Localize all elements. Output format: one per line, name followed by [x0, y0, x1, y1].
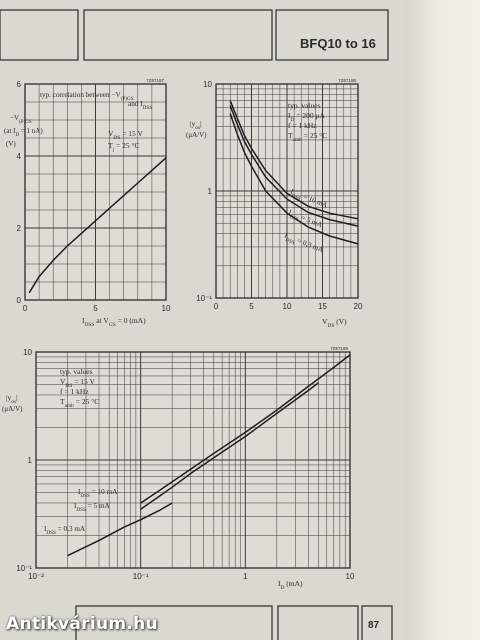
figure-code: 7Z67186	[338, 78, 356, 83]
series-line-2	[67, 502, 173, 557]
condition-f: f = 1 kHz	[288, 121, 317, 130]
y-tick-label: 10	[203, 80, 212, 89]
y-label-unit: (V)	[6, 140, 16, 148]
x-axis-label: VDS (V)	[322, 317, 347, 329]
gridlines	[215, 84, 359, 299]
footer-box-2	[277, 605, 359, 640]
x-tick-label: 1	[243, 572, 248, 581]
y-tick-label: 0	[17, 296, 22, 305]
x-tick-label: 10	[283, 302, 292, 311]
y-tick-label: 1	[208, 187, 213, 196]
header-boxes	[0, 9, 389, 61]
series-line-2	[229, 113, 359, 245]
series-label-0: IDSS = 10 mA	[78, 488, 118, 499]
y-tick-label: 1	[28, 456, 33, 465]
condition-f: f = 1 kHz	[60, 387, 89, 396]
footer-box-1	[75, 605, 273, 640]
condition-id: ID = 200 μA	[288, 111, 326, 123]
header-box-3	[275, 9, 389, 61]
plot-frame	[24, 83, 167, 301]
condition-tj: Tj = 25 °C	[108, 141, 139, 153]
header-box-2	[83, 9, 273, 61]
figure-code: 7Z67185	[330, 346, 348, 351]
x-tick-label: 10	[162, 304, 171, 313]
y-tick-label: 2	[17, 224, 22, 233]
page-number: 87	[368, 620, 380, 631]
condition-tamb: Tamb = 25 °C	[60, 397, 99, 409]
series-label-1: IDSS = 5 mA	[74, 502, 111, 513]
series-label-2: IDSS = 0,3 mA	[44, 525, 86, 536]
figure-code: 7Z67187	[146, 78, 164, 83]
series-line-0	[140, 354, 351, 504]
header-title: BFQ10 to 16	[300, 36, 376, 51]
header-box-1	[0, 9, 79, 61]
watermark-text: Antikvárium.hu	[6, 614, 158, 634]
x-tick-label: 5	[93, 304, 98, 313]
x-tick-label: 0	[23, 304, 28, 313]
y-label-line2: (at ID = 1 nA)	[4, 127, 43, 138]
y-tick-label: 10	[23, 348, 32, 357]
y-axis-label: |yos|	[6, 393, 18, 405]
condition-tamb: Tamb = 25 °C	[288, 131, 327, 143]
x-tick-label: 15	[318, 302, 327, 311]
x-tick-label: 20	[354, 302, 363, 311]
y-tick-label: 10⁻¹	[196, 294, 212, 303]
x-tick-label: 10⁻¹	[133, 572, 149, 581]
footer-boxes	[75, 605, 393, 640]
condition-title: typ. values	[60, 367, 93, 376]
chart-title-line2: and IDSS	[128, 100, 152, 111]
y-axis-unit: (μA/V)	[186, 131, 207, 139]
condition-vds: VDS = 15 V	[108, 129, 144, 141]
gridlines	[24, 83, 167, 301]
y-axis-unit: (μA/V)	[2, 405, 23, 413]
chart-yos-vs-vds: 0 5 10 15 20 10⁻¹ 1 10 7Z67186 |yos|(μA/V) typ. va…	[186, 78, 363, 329]
x-tick-label: 10⁻²	[28, 572, 44, 581]
series-line-0	[229, 100, 359, 220]
page-edge	[406, 0, 480, 640]
y-tick-label: 6	[17, 80, 22, 89]
x-axis-label: ID (mA)	[278, 579, 303, 591]
chart-title-line1: typ. correlation between −V(P)GS	[40, 91, 134, 102]
condition-title: typ. values	[288, 101, 321, 110]
series-line-1	[140, 382, 319, 510]
condition-vds: VDS = 15 V	[60, 377, 96, 389]
series-line-1	[229, 105, 359, 227]
plot-frame	[35, 351, 351, 569]
plot-frame	[215, 83, 359, 299]
chart-vgs-vs-idss: 0 5 10 0 2 4 6 7Z67187 typ. correlation between …	[4, 78, 171, 328]
y-axis-label: |yos|	[190, 119, 202, 131]
series-line-0	[28, 157, 167, 294]
y-tick-label: 10⁻¹	[16, 564, 32, 573]
x-tick-label: 10	[346, 572, 355, 581]
x-tick-label: 0	[214, 302, 219, 311]
y-tick-label: 4	[17, 152, 22, 161]
x-axis-label: IDSS at VGS = 0 (mA)	[82, 316, 146, 328]
x-tick-label: 5	[249, 302, 254, 311]
footer-box-3	[361, 605, 393, 640]
y-label-line1: −V(P)GS	[10, 114, 32, 125]
